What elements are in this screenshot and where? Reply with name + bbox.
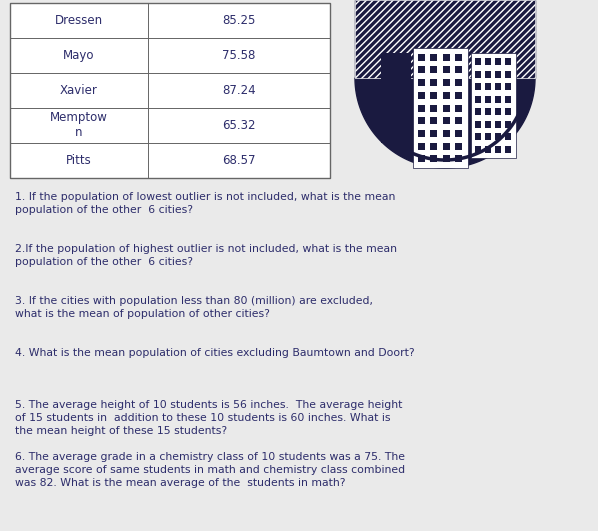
Bar xyxy=(505,96,511,103)
Bar xyxy=(431,155,437,162)
Bar xyxy=(10,38,330,73)
Bar xyxy=(443,130,450,137)
Bar xyxy=(475,96,481,103)
Bar xyxy=(495,58,501,65)
Text: Memptow
n: Memptow n xyxy=(50,112,108,140)
Bar xyxy=(418,155,425,162)
Bar xyxy=(495,96,501,103)
Bar xyxy=(431,117,437,124)
Text: 75.58: 75.58 xyxy=(222,49,256,62)
Bar xyxy=(495,71,501,78)
Bar xyxy=(475,83,481,90)
Bar xyxy=(495,108,501,115)
Bar xyxy=(505,145,511,152)
Bar xyxy=(505,121,511,127)
Bar xyxy=(418,54,425,61)
Bar xyxy=(10,108,330,143)
Bar xyxy=(443,143,450,150)
Bar xyxy=(485,133,491,140)
Bar xyxy=(431,130,437,137)
Bar xyxy=(443,117,450,124)
Bar xyxy=(471,53,515,158)
Bar xyxy=(455,143,462,150)
Bar xyxy=(485,71,491,78)
Text: 65.32: 65.32 xyxy=(222,119,256,132)
Text: 6. The average grade in a chemistry class of 10 students was a 75. The
average s: 6. The average grade in a chemistry clas… xyxy=(15,452,405,487)
Bar xyxy=(431,54,437,61)
Bar xyxy=(418,105,425,112)
Bar xyxy=(10,3,330,38)
Bar xyxy=(485,96,491,103)
Bar xyxy=(485,58,491,65)
Bar xyxy=(10,3,330,178)
Bar xyxy=(355,0,535,78)
Bar xyxy=(475,121,481,127)
Bar xyxy=(495,121,501,127)
Bar xyxy=(418,130,425,137)
Text: 68.57: 68.57 xyxy=(222,154,256,167)
Bar xyxy=(485,108,491,115)
Bar xyxy=(505,108,511,115)
Bar xyxy=(485,83,491,90)
Text: 5. The average height of 10 students is 56 inches.  The average height
of 15 stu: 5. The average height of 10 students is … xyxy=(15,400,402,435)
Bar xyxy=(443,92,450,99)
Text: Pitts: Pitts xyxy=(66,154,92,167)
Bar xyxy=(431,79,437,86)
Bar xyxy=(443,79,450,86)
Bar xyxy=(10,143,330,178)
Bar xyxy=(418,117,425,124)
Text: 87.24: 87.24 xyxy=(222,84,256,97)
Bar xyxy=(485,145,491,152)
Bar xyxy=(485,121,491,127)
Bar xyxy=(418,79,425,86)
Bar xyxy=(443,66,450,73)
Polygon shape xyxy=(355,0,535,78)
Bar xyxy=(475,108,481,115)
Text: 3. If the cities with population less than 80 (million) are excluded,
what is th: 3. If the cities with population less th… xyxy=(15,296,373,319)
Bar xyxy=(495,133,501,140)
Bar xyxy=(431,92,437,99)
Bar xyxy=(380,53,410,143)
Bar xyxy=(355,0,535,78)
Text: 4. What is the mean population of cities excluding Baumtown and Doort?: 4. What is the mean population of cities… xyxy=(15,348,414,358)
Bar xyxy=(505,133,511,140)
Bar xyxy=(413,48,468,168)
Bar xyxy=(455,105,462,112)
Bar xyxy=(475,145,481,152)
Bar xyxy=(443,105,450,112)
Bar xyxy=(455,54,462,61)
Text: 85.25: 85.25 xyxy=(222,14,256,27)
Polygon shape xyxy=(355,78,535,168)
Bar xyxy=(475,133,481,140)
Bar xyxy=(431,66,437,73)
Bar xyxy=(443,54,450,61)
Text: Dressen: Dressen xyxy=(55,14,103,27)
Text: Xavier: Xavier xyxy=(60,84,98,97)
Bar xyxy=(505,83,511,90)
Bar xyxy=(455,130,462,137)
Bar xyxy=(475,58,481,65)
Bar xyxy=(418,143,425,150)
Bar xyxy=(418,92,425,99)
Bar xyxy=(431,143,437,150)
Bar xyxy=(455,92,462,99)
Bar xyxy=(455,79,462,86)
Bar xyxy=(505,71,511,78)
Bar xyxy=(10,73,330,108)
Bar xyxy=(505,58,511,65)
Text: 2.If the population of highest outlier is not included, what is the mean
populat: 2.If the population of highest outlier i… xyxy=(15,244,397,267)
Text: 1. If the population of lowest outlier is not included, what is the mean
populat: 1. If the population of lowest outlier i… xyxy=(15,192,395,215)
Text: Mayo: Mayo xyxy=(63,49,94,62)
Bar xyxy=(455,155,462,162)
Bar xyxy=(455,66,462,73)
Bar xyxy=(455,117,462,124)
Bar xyxy=(431,105,437,112)
Bar xyxy=(475,71,481,78)
Bar xyxy=(495,145,501,152)
Bar xyxy=(495,83,501,90)
Bar xyxy=(418,66,425,73)
Bar xyxy=(443,155,450,162)
